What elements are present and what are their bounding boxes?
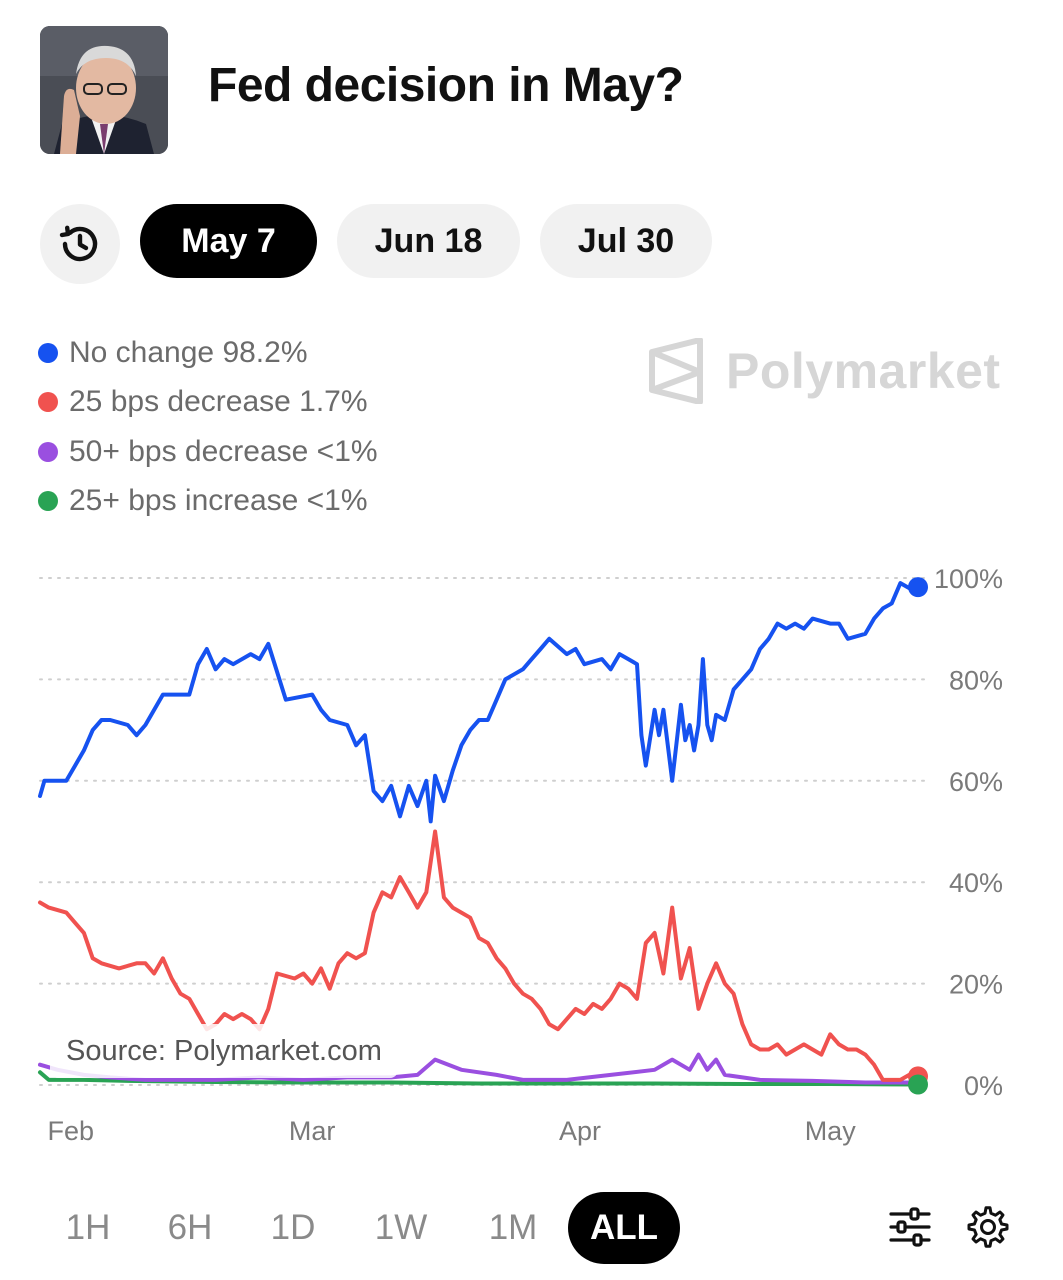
tab-may-7[interactable]: May 7 (140, 204, 317, 278)
history-icon (59, 225, 98, 262)
tab-jun-18[interactable]: Jun 18 (337, 204, 520, 278)
series-line-no-change (38, 581, 920, 824)
chart-grid (39, 577, 929, 1086)
x-tick-label: Feb (47, 1116, 94, 1146)
y-tick-label: 60% (949, 767, 1003, 797)
range-all[interactable]: ALL (568, 1192, 680, 1264)
y-tick-label: 40% (949, 868, 1003, 898)
legend-dot-green (38, 491, 58, 512)
x-tick-label: Mar (289, 1116, 336, 1146)
chart-legend: No change 98.2% 25 bps decrease 1.7% 50+… (38, 328, 378, 526)
legend-dot-purple (38, 441, 58, 462)
range-1w[interactable]: 1W (374, 1208, 428, 1247)
y-tick-label: 80% (949, 665, 1003, 695)
legend-dot-blue (38, 342, 58, 363)
range-1h[interactable]: 1H (65, 1208, 111, 1247)
series-line-25-bps-increase (38, 1070, 920, 1087)
legend-item-25-bps-increase: 25+ bps increase <1% (38, 477, 378, 527)
legend-label: 25+ bps increase <1% (69, 484, 368, 518)
range-6h[interactable]: 6H (167, 1208, 213, 1247)
legend-dot-red (38, 392, 58, 413)
range-1d[interactable]: 1D (270, 1208, 316, 1247)
y-tick-label: 20% (949, 970, 1003, 1000)
chart-end-markers (908, 577, 928, 1095)
series-line-50-bps-decrease (38, 1052, 920, 1085)
market-avatar-image (40, 26, 168, 154)
range-1m[interactable]: 1M (488, 1208, 538, 1247)
legend-label: No change 98.2% (69, 335, 308, 369)
x-tick-label: May (805, 1116, 857, 1146)
end-marker-25-bps-increase (908, 1074, 928, 1095)
chart-series (38, 581, 920, 1087)
legend-item-no-change: No change 98.2% (38, 328, 378, 378)
legend-label: 25 bps decrease 1.7% (69, 385, 368, 419)
sliders-icon[interactable] (887, 1204, 933, 1250)
y-tick-label: 100% (934, 564, 1003, 594)
time-range-selector: 1H 6H 1D 1W 1M ALL (0, 1192, 1063, 1264)
y-axis-labels: 100% 80% 60% 40% 20% 0% (934, 564, 1003, 1101)
x-axis-labels: Feb Mar Apr May (47, 1116, 856, 1146)
settings-gear-icon[interactable] (965, 1204, 1011, 1250)
end-marker-no-change (908, 577, 928, 598)
y-tick-label: 0% (964, 1071, 1003, 1101)
market-avatar (40, 26, 168, 154)
polymarket-watermark: Polymarket (648, 338, 1001, 404)
history-button[interactable] (40, 204, 120, 284)
legend-item-50-bps-decrease: 50+ bps decrease <1% (38, 427, 378, 477)
brand-name: Polymarket (726, 343, 1001, 399)
legend-label: 50+ bps decrease <1% (69, 434, 378, 468)
source-label: Source: Polymarket.com (50, 1024, 398, 1078)
x-tick-label: Apr (559, 1116, 601, 1146)
tab-jul-30[interactable]: Jul 30 (540, 204, 712, 278)
polymarket-logo-icon (649, 338, 703, 404)
page-title: Fed decision in May? (208, 59, 684, 112)
legend-item-25-bps-decrease: 25 bps decrease 1.7% (38, 378, 378, 428)
